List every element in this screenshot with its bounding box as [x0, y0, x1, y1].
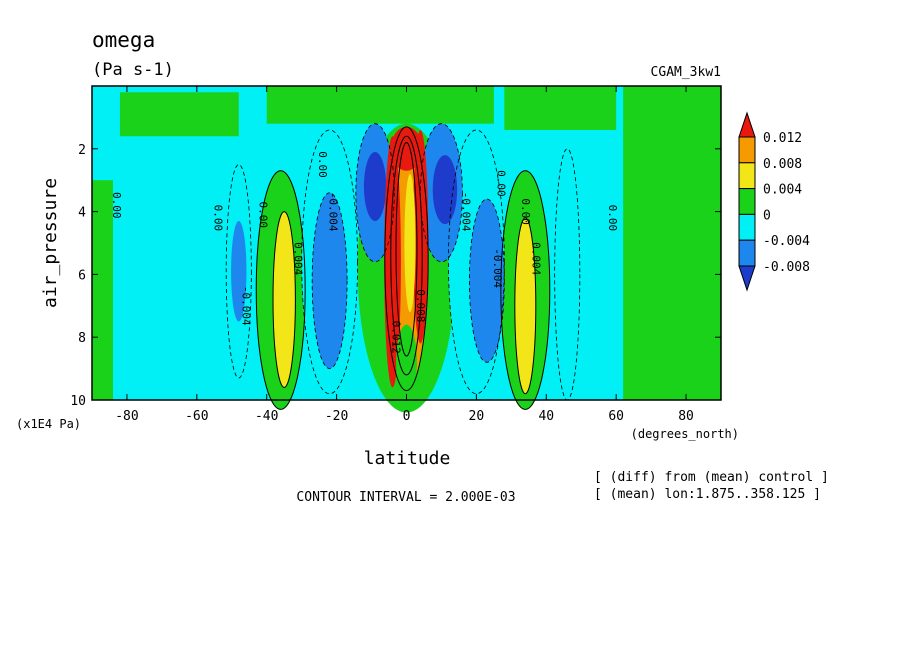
colorbar-segment-1 [738, 162, 756, 190]
y-tick-label-3: 8 [78, 331, 86, 346]
contour-label-9: -0.004 [459, 192, 472, 232]
y-axis-label: air_pressure [40, 178, 61, 308]
green-band-south-top [119, 92, 239, 137]
colorbar: 0.012 0.008 0.004 0 -0.004 -0.008 [738, 111, 810, 292]
contour-label-10: -0.004 [491, 248, 504, 288]
colorbar-segment-0 [738, 136, 756, 164]
contour-neg-north-outer [448, 129, 505, 395]
contour-label-4: 0.00 [494, 170, 507, 197]
green-band-far-south [92, 180, 113, 400]
x-tick-label-3: -20 [325, 409, 348, 424]
red-core-west [384, 136, 401, 388]
y-tick-label-4: 10 [70, 394, 86, 409]
x-tick-label-6: 40 [538, 409, 554, 424]
colorbar-label-2: 0.004 [763, 183, 802, 198]
x-tick-label-2: -40 [255, 409, 278, 424]
x-tick-label-1: -60 [185, 409, 208, 424]
yellow-blob-north [514, 217, 536, 394]
yellow-blob-south [273, 211, 296, 388]
contour-label-1: 0.00 [211, 205, 224, 232]
y-tick-label-2: 6 [78, 268, 86, 283]
colorbar-segment-3 [738, 213, 756, 241]
contour-label-14: 0.008 [414, 289, 427, 322]
blue-blob-south-low [312, 192, 348, 369]
note-line-1: [ (diff) from (mean) control ] [594, 470, 829, 485]
contour-label-5: 0.00 [519, 198, 532, 225]
contour-neg-north-inner [468, 198, 505, 363]
green-band-north-top [504, 86, 617, 130]
contour-label-12: 0.004 [529, 242, 542, 275]
note-line-2: [ (mean) lon:1.875..358.125 ] [594, 487, 821, 502]
y-axis-units: (x1E4 Pa) [16, 417, 81, 431]
x-tick-label-8: 80 [678, 409, 694, 424]
contour-label-7: -0.004 [239, 286, 252, 326]
green-band-mid-top [266, 86, 494, 124]
contour-pos-south [272, 211, 296, 388]
y-axis-ticks: 2 4 6 8 10 [70, 143, 721, 409]
contour-label-13: 0.012 [390, 321, 403, 354]
contour-pos-core-1 [384, 126, 429, 392]
contour-labels: 0.00 0.00 0.00 0.00 0.00 0.00 0.00 -0.004 -0.004… [110, 151, 619, 354]
contour-pos-north [514, 217, 537, 395]
deep-blue-south [363, 151, 387, 222]
x-tick-label-5: 20 [469, 409, 485, 424]
contour-label-0: 0.00 [110, 192, 123, 219]
colorbar-label-1: 0.008 [763, 157, 802, 172]
y-tick-label-1: 4 [78, 206, 86, 221]
contour-pos-core-3 [395, 142, 418, 357]
dataset-label: CGAM_3kw1 [651, 65, 721, 80]
colorbar-label-0: 0.012 [763, 131, 802, 146]
deep-blue-north [432, 155, 458, 225]
colorbar-label-4: -0.004 [763, 234, 810, 249]
contour-label-8: -0.004 [327, 192, 340, 232]
x-axis-units: (degrees_north) [631, 427, 739, 441]
colorbar-top-arrow [738, 111, 756, 138]
contour-pos-core-2 [390, 135, 423, 376]
blue-blob-north-low [469, 199, 505, 363]
contour-label-3: 0.00 [316, 151, 329, 178]
contour-neg-south-inner [311, 192, 348, 369]
contour-zero-south [255, 170, 306, 410]
colorbar-label-5: -0.008 [763, 260, 810, 275]
contour-label-2: 0.00 [257, 201, 270, 228]
x-tick-label-4: 0 [403, 409, 411, 424]
colorbar-label-3: 0 [763, 208, 771, 223]
colorbar-segment-2 [738, 188, 756, 215]
contour-neg-south-up [355, 123, 395, 263]
green-band-north [623, 86, 721, 400]
blue-blob-west-edge [231, 221, 247, 322]
chart-units: (Pa s-1) [92, 60, 174, 80]
red-core-top [390, 126, 423, 171]
contour-zero-north [500, 170, 551, 410]
contour-neg-west [225, 164, 252, 379]
x-axis-label: latitude [364, 448, 451, 469]
chart-title: omega [92, 28, 155, 52]
contour-interval-label: CONTOUR INTERVAL = 2.000E-03 [296, 490, 515, 505]
plot-area: 0.00 0.00 0.00 0.00 0.00 0.00 0.00 -0.004 -0.004… [91, 85, 722, 413]
x-tick-label-7: 60 [608, 409, 624, 424]
contour-label-11: 0.004 [292, 242, 305, 275]
colorbar-segment-4 [738, 239, 756, 267]
y-tick-label-0: 2 [78, 143, 86, 158]
x-axis-ticks: -80 -60 -40 -20 0 20 40 60 80 [115, 86, 694, 424]
contour-field [92, 86, 721, 413]
x-tick-label-0: -80 [115, 409, 138, 424]
yellow-core [404, 173, 416, 313]
contour-neg-north-up [420, 123, 463, 263]
colorbar-bottom-arrow [738, 265, 756, 292]
contour-neg-south-outer [301, 129, 358, 395]
contour-label-6: 0.00 [606, 205, 619, 232]
